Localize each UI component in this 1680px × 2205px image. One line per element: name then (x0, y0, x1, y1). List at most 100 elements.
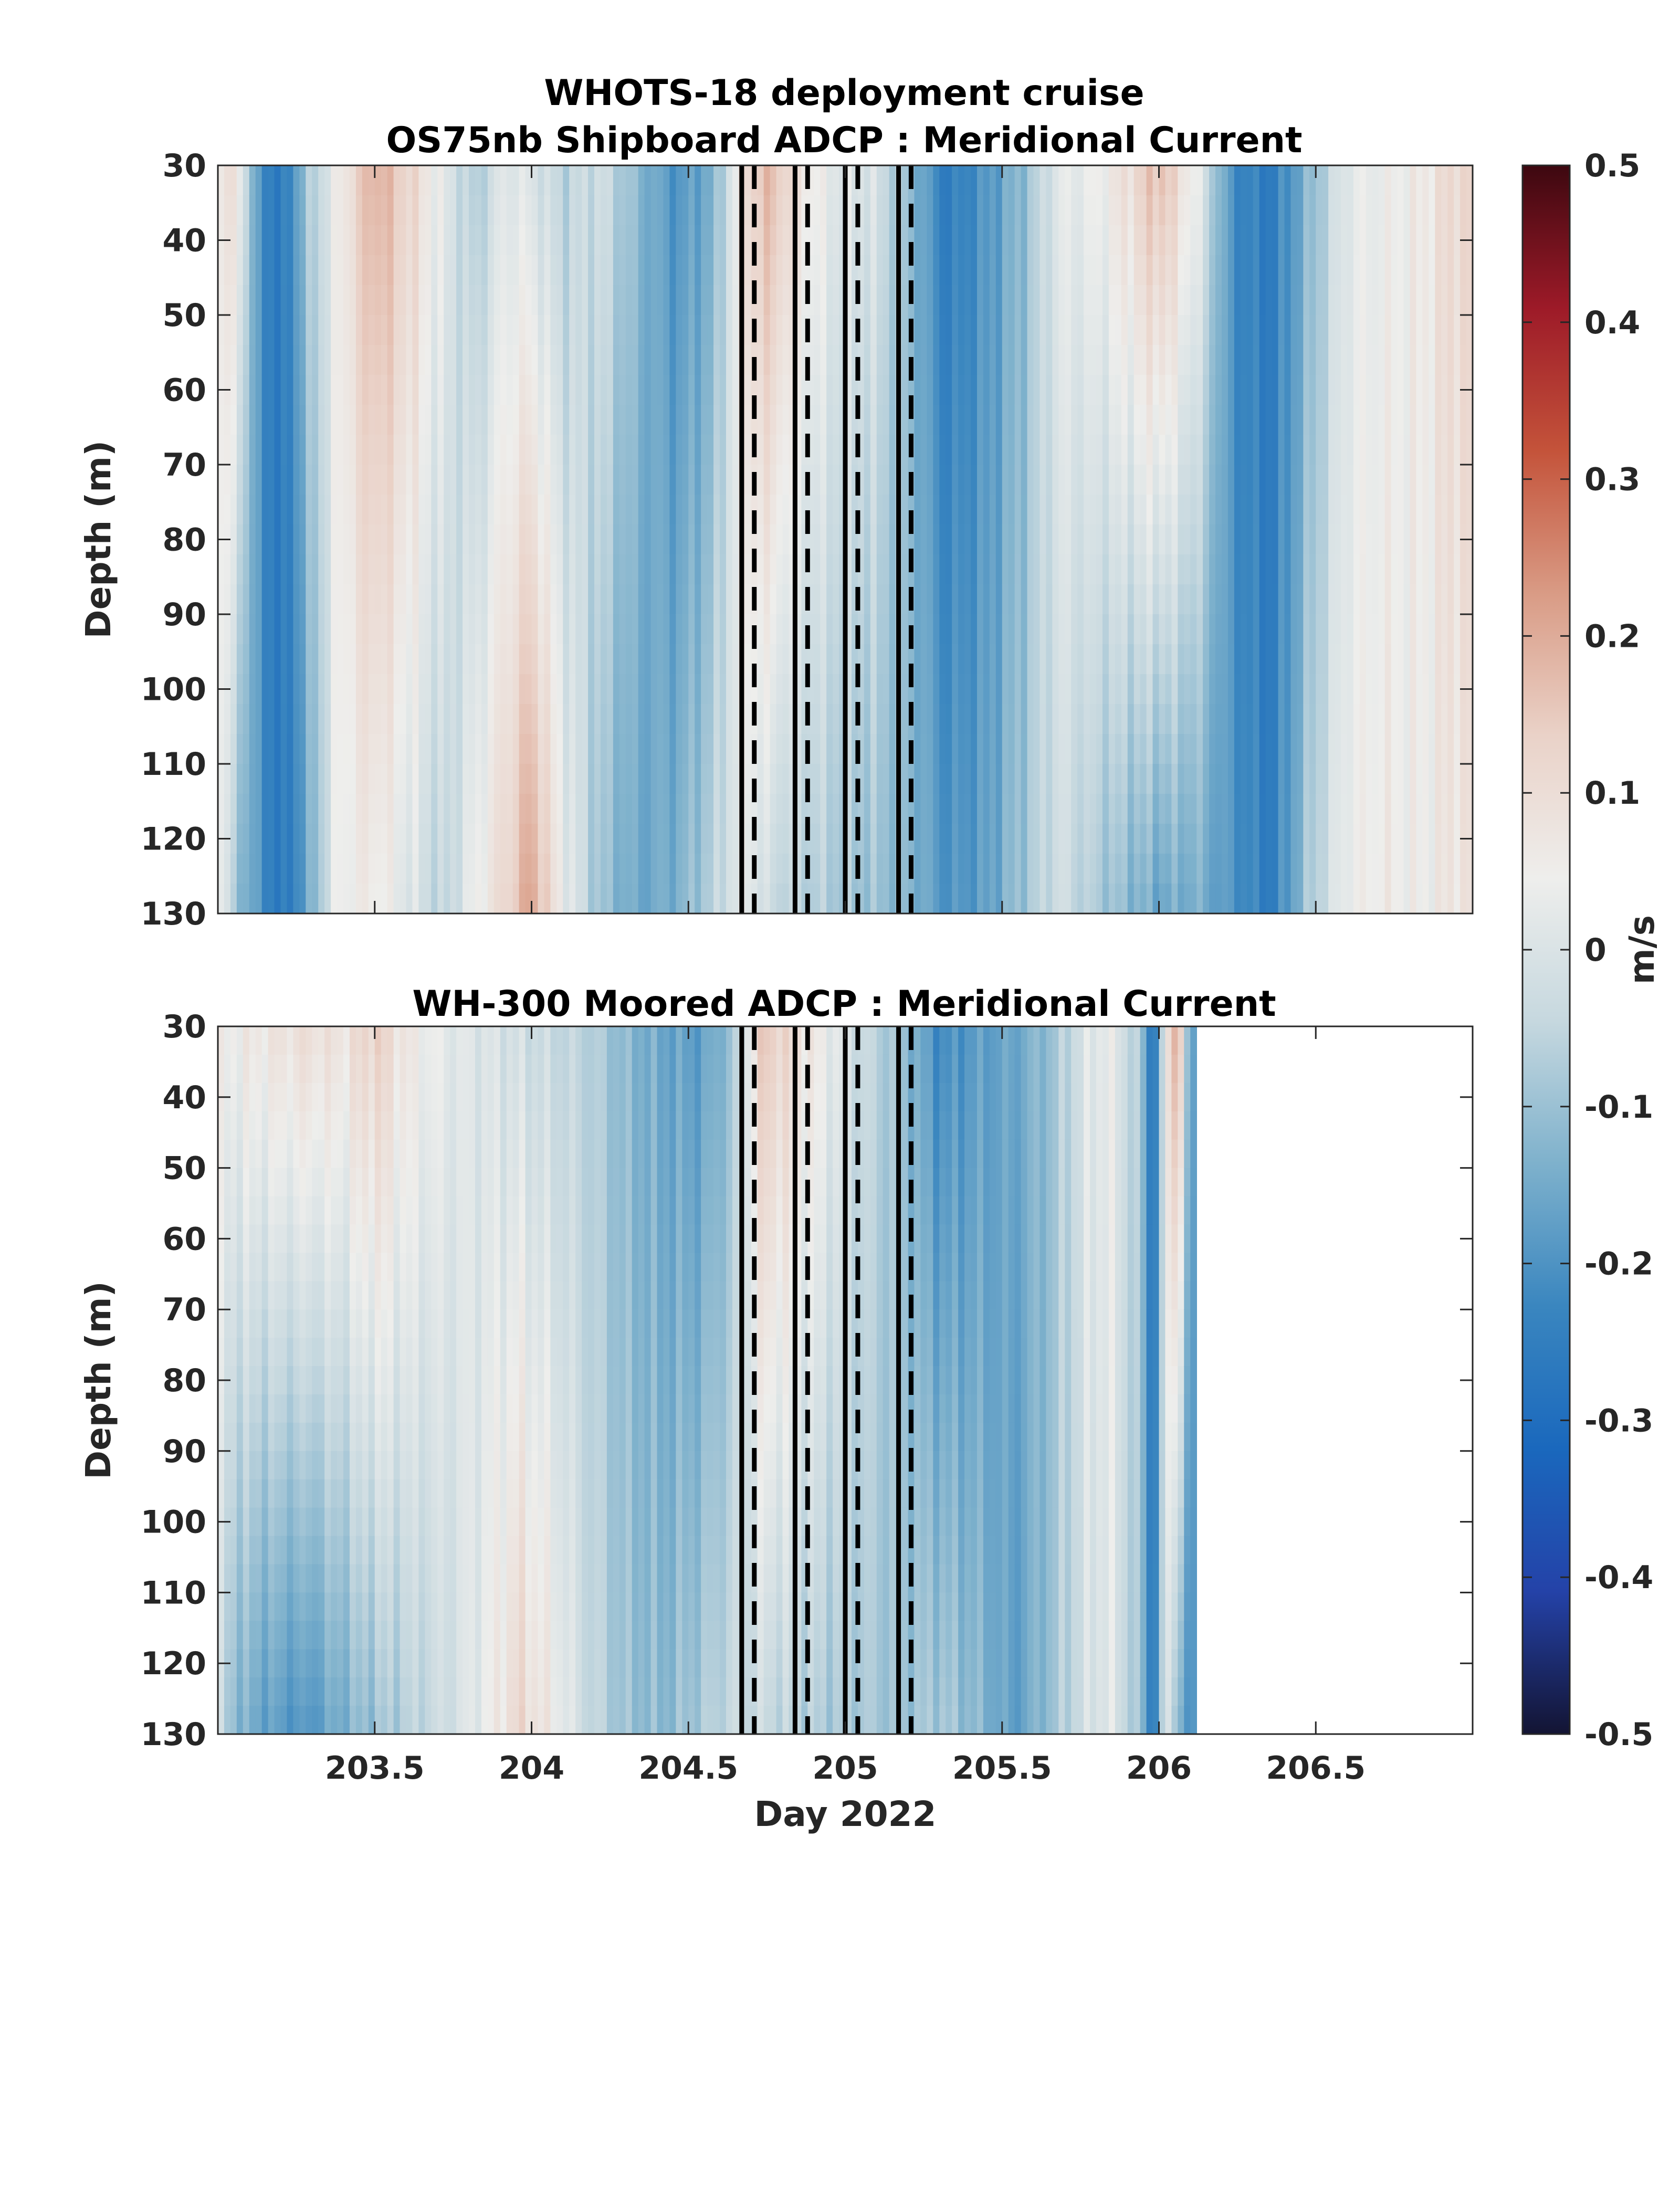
field-cell (218, 794, 225, 824)
field-cell (1441, 315, 1448, 345)
field-cell (914, 554, 921, 585)
field-cell (406, 495, 413, 525)
field-cell (1002, 554, 1009, 585)
field-cell (1152, 165, 1160, 196)
field-cell (299, 435, 307, 465)
field-cell (525, 375, 532, 405)
field-cell (964, 195, 971, 226)
field-cell (1190, 764, 1197, 794)
field-cell (833, 495, 839, 525)
field-cell (494, 644, 501, 675)
field-cell (1209, 524, 1216, 555)
field-cell (946, 614, 952, 645)
field-cell (889, 704, 896, 734)
field-cell (914, 435, 921, 465)
field-cell (236, 734, 244, 764)
field-cell (889, 255, 896, 286)
field-cell (1190, 165, 1197, 196)
field-cell (1246, 854, 1254, 884)
field-cell (224, 165, 231, 196)
field-cell (657, 764, 664, 794)
field-cell (1290, 584, 1298, 615)
field-cell (318, 674, 325, 705)
field-cell (1065, 884, 1072, 914)
field-cell (1033, 495, 1041, 525)
field-cell (833, 614, 839, 645)
field-cell (531, 674, 539, 705)
field-cell (1008, 285, 1015, 316)
field-cell (1046, 854, 1053, 884)
field-cell (1215, 524, 1222, 555)
field-cell (763, 165, 771, 196)
field-cell (1416, 884, 1423, 914)
field-cell (255, 524, 262, 555)
field-cell (814, 225, 821, 256)
field-cell (563, 524, 570, 555)
field-cell (1303, 375, 1310, 405)
field-cell (1152, 195, 1160, 226)
field-cell (1002, 824, 1009, 854)
field-cell (833, 435, 839, 465)
field-cell (1447, 375, 1454, 405)
field-cell (1278, 734, 1285, 764)
field-cell (387, 764, 394, 794)
field-cell (337, 764, 344, 794)
field-cell (406, 435, 413, 465)
field-cell (512, 285, 520, 316)
field-cell (676, 435, 683, 465)
field-cell (299, 524, 307, 555)
field-cell (343, 854, 350, 884)
field-cell (1184, 435, 1191, 465)
field-cell (644, 854, 652, 884)
field-cell (1246, 435, 1254, 465)
field-cell (1115, 794, 1122, 824)
field-cell (958, 584, 965, 615)
field-cell (1272, 764, 1279, 794)
field-cell (1190, 704, 1197, 734)
field-cell (744, 614, 752, 645)
field-cell (1227, 255, 1235, 286)
field-cell (1115, 405, 1122, 435)
field-cell (889, 734, 896, 764)
field-cell (362, 255, 369, 286)
field-cell (983, 165, 990, 196)
field-cell (324, 704, 331, 734)
field-cell (1234, 854, 1241, 884)
field-cell (901, 315, 909, 345)
field-cell (763, 734, 771, 764)
field-cell (456, 225, 463, 256)
field-cell (1102, 644, 1109, 675)
field-cell (1203, 764, 1210, 794)
field-cell (650, 375, 658, 405)
field-cell (1303, 285, 1310, 316)
field-cell (1140, 614, 1147, 645)
field-cell (933, 225, 940, 256)
field-cell (889, 495, 896, 525)
field-cell (600, 794, 607, 824)
field-cell (463, 734, 469, 764)
field-cell (1102, 824, 1109, 854)
field-cell (676, 255, 683, 286)
field-cell (625, 824, 633, 854)
field-cell (594, 704, 601, 734)
field-cell (1115, 495, 1122, 525)
field-cell (814, 495, 821, 525)
top-panel-title: OS75nb Shipboard ADCP : Meridional Curre… (386, 120, 1302, 161)
field-cell (995, 854, 1003, 884)
field-cell (695, 884, 701, 914)
field-cell (1384, 674, 1392, 705)
field-cell (1297, 465, 1304, 495)
field-cell (531, 165, 539, 196)
field-cell (732, 285, 739, 316)
field-cell (726, 225, 733, 256)
field-cell (293, 255, 300, 286)
field-cell (1265, 285, 1273, 316)
field-cell (826, 225, 833, 256)
field-cell (1466, 165, 1473, 196)
field-cell (763, 465, 771, 495)
field-cell (1290, 614, 1298, 645)
field-cell (1215, 195, 1222, 226)
field-cell (544, 255, 551, 286)
field-cell (293, 465, 300, 495)
field-cell (1046, 734, 1053, 764)
